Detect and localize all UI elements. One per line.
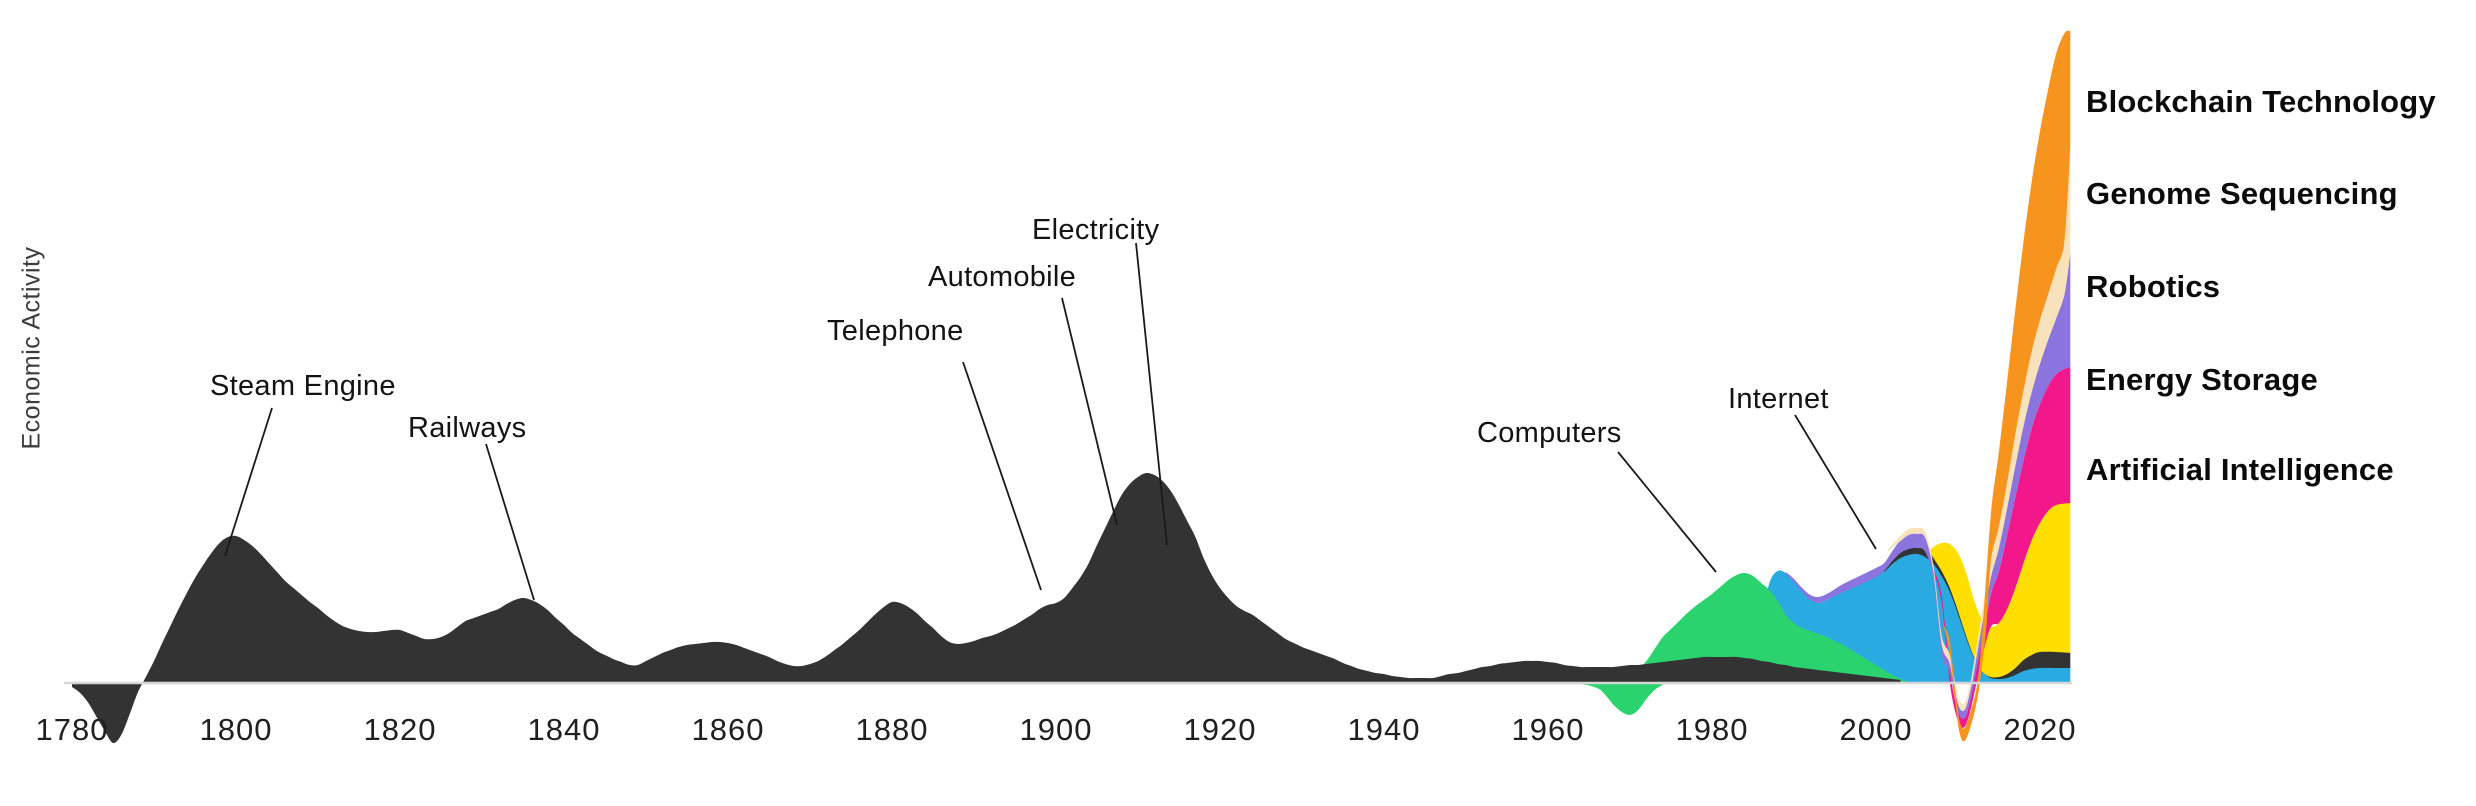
annotation-label-steam-engine: Steam Engine bbox=[210, 370, 396, 402]
x-tick-label-1880: 1880 bbox=[855, 712, 929, 747]
annotation-label-railways: Railways bbox=[408, 412, 527, 444]
annotation-leader-line-telephone bbox=[962, 361, 1042, 591]
series-established-area bbox=[72, 472, 1901, 744]
annotation-leader-line-computers bbox=[1617, 451, 1717, 573]
series-ai-area bbox=[1929, 497, 2071, 678]
x-tick-label-2000: 2000 bbox=[1839, 712, 1913, 747]
x-tick-label-1920: 1920 bbox=[1183, 712, 1257, 747]
x-tick-label-1900: 1900 bbox=[1019, 712, 1093, 747]
series-blockchain-area bbox=[1944, 30, 2071, 742]
x-tick-label-1860: 1860 bbox=[691, 712, 765, 747]
legend-item-genome-sequencing: Genome Sequencing bbox=[2086, 176, 2398, 211]
series-energy-area bbox=[1933, 367, 2071, 728]
annotation-leader-line-electricity bbox=[1135, 242, 1168, 546]
legend-item-robotics: Robotics bbox=[2086, 269, 2221, 304]
x-tick-label-1820: 1820 bbox=[363, 712, 437, 747]
y-axis-title: Economic Activity bbox=[17, 246, 46, 450]
annotation-label-automobile: Automobile bbox=[928, 261, 1077, 293]
annotation-label-electricity: Electricity bbox=[1032, 214, 1160, 246]
x-tick-label-1960: 1960 bbox=[1511, 712, 1585, 747]
x-tick-label-1840: 1840 bbox=[527, 712, 601, 747]
x-tick-label-1780: 1780 bbox=[35, 712, 109, 747]
annotation-label-telephone: Telephone bbox=[827, 315, 964, 347]
annotation-leader-line-steam-engine bbox=[224, 407, 273, 557]
annotation-label-internet: Internet bbox=[1728, 383, 1829, 415]
x-tick-label-2020: 2020 bbox=[2003, 712, 2077, 747]
annotation-leader-line-railways bbox=[485, 443, 535, 601]
annotation-leader-line-internet bbox=[1794, 414, 1877, 550]
series-genome-area bbox=[1888, 147, 2071, 712]
x-tick-label-1800: 1800 bbox=[199, 712, 273, 747]
legend-item-blockchain-technology: Blockchain Technology bbox=[2086, 84, 2436, 119]
x-tick-label-1980: 1980 bbox=[1675, 712, 1749, 747]
legend-item-artificial-intelligence: Artificial Intelligence bbox=[2086, 452, 2394, 487]
legend-item-energy-storage: Energy Storage bbox=[2086, 362, 2318, 397]
annotation-leader-line-automobile bbox=[1061, 297, 1118, 526]
annotation-label-computers: Computers bbox=[1477, 417, 1622, 449]
series-robotics-area bbox=[1785, 253, 2071, 719]
x-tick-label-1940: 1940 bbox=[1347, 712, 1421, 747]
series-established_recent-area bbox=[1884, 545, 2071, 680]
